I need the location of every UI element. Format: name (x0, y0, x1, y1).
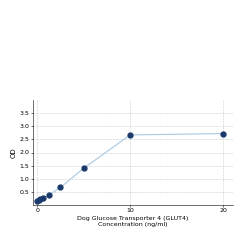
Point (36, 198, 40, 202)
Point (41, 196, 45, 200)
Point (221, 132, 225, 136)
Y-axis label: OD: OD (10, 147, 16, 158)
Point (58, 186, 62, 190)
Point (82, 166, 86, 170)
Point (47, 193, 51, 197)
X-axis label: Dog Glucose Transporter 4 (GLUT4)
Concentration (ng/ml): Dog Glucose Transporter 4 (GLUT4) Concen… (77, 216, 188, 227)
Point (35, 198, 39, 202)
Point (128, 133, 132, 137)
Point (38, 198, 42, 202)
